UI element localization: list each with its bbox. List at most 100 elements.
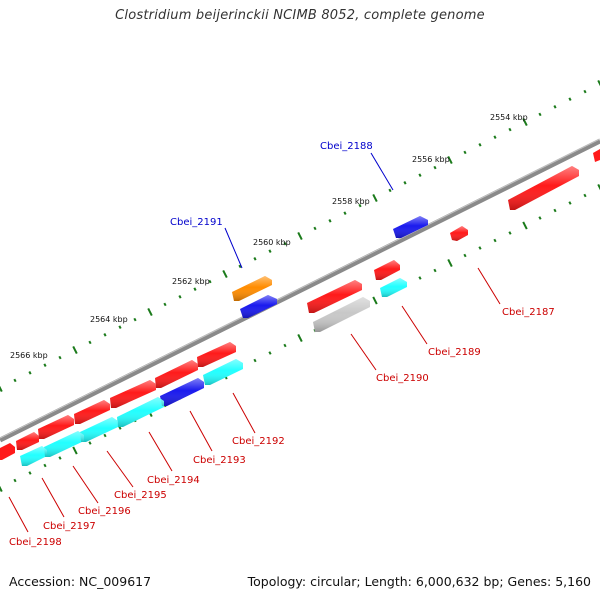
inner-tick [447,258,453,268]
outer-tick [493,135,497,139]
outer-tick [447,155,453,165]
inner-tick [508,231,512,235]
outer-tick [88,340,92,345]
outer-tick [238,264,242,269]
cds-cbei-2187[interactable] [508,166,579,210]
inner-tick [28,471,32,475]
inner-tick [0,485,3,493]
inner-tick [418,276,422,280]
outer-tick [372,193,378,203]
leader-cbei-2195 [106,450,134,488]
gene-label-cbei-2194[interactable]: Cbei_2194 [147,475,200,486]
outer-tick [597,79,600,87]
outer-tick [193,287,197,291]
kbp-label-2554: 2554 kbp [490,113,528,122]
leader-cbei-2190 [350,333,377,371]
inner-tick [463,253,467,258]
outer-tick [133,317,137,322]
gene-label-cbei-2191[interactable]: Cbei_2191 [170,217,223,228]
inner-tick [283,343,287,348]
inner-tick [433,268,437,273]
gene-label-cbei-2190[interactable]: Cbei_2190 [376,373,429,384]
outer-tick [297,231,303,241]
kbp-label-2556: 2556 kbp [412,155,450,164]
inner-tick [538,216,542,220]
inner-tick [253,358,257,363]
outer-tick [553,105,557,109]
inner-tick [597,183,600,191]
outer-tick [478,143,482,147]
outer-tick [178,295,182,299]
outer-tick [118,325,122,329]
cds-cbei-2189[interactable] [380,278,407,297]
inner-tick [372,296,378,305]
gene-label-cbei-2192[interactable]: Cbei_2192 [232,436,285,447]
inner-tick [13,478,17,483]
inner-tick [103,433,107,438]
gene-label-cbei-2197[interactable]: Cbei_2197 [43,521,96,532]
inner-tick [118,426,122,430]
outer-tick [508,127,512,132]
outer-tick [222,269,228,279]
leader-cbei-2189 [401,305,428,345]
inner-tick [268,351,272,355]
kbp-label-2562: 2562 kbp [172,277,210,286]
inner-tick [522,221,528,230]
gene-label-cbei-2188[interactable]: Cbei_2188 [320,141,373,152]
cds-cbei-2191[interactable] [240,295,277,318]
genome-summary: Topology: circular; Length: 6,000,632 bp… [247,574,591,589]
outer-tick [418,173,422,177]
outer-tick [358,203,362,208]
gene-label-cbei-2195[interactable]: Cbei_2195 [114,490,167,501]
outer-tick [463,150,467,155]
outer-tick [538,112,542,117]
gene-label-cbei-2187[interactable]: Cbei_2187 [502,307,555,318]
leader-cbei-2197 [41,477,65,518]
outer-tick [283,241,287,246]
outer-tick [313,226,317,231]
gene-label-cbei-2189[interactable]: Cbei_2189 [428,347,481,358]
inner-tick [88,441,92,445]
inner-tick [493,238,497,243]
outer-tick [433,165,437,170]
outer-tick [72,345,78,355]
inner-tick [553,208,557,213]
kbp-label-2560: 2560 kbp [253,238,291,247]
gene-label-cbei-2198[interactable]: Cbei_2198 [9,537,62,548]
outer-tick [147,307,153,317]
kbp-label-2558: 2558 kbp [332,197,370,206]
leader-cbei-2191 [224,227,243,269]
leader-cbei-2193 [189,410,213,452]
inner-tick [43,463,47,468]
outer-tick [328,219,332,223]
outer-tick [163,302,167,307]
outer-tick-ring [0,79,600,393]
outer-tick [568,97,572,101]
leader-cbei-2198 [8,496,29,533]
inner-tick [297,333,303,343]
kbp-label-2564: 2564 kbp [90,315,128,324]
cds-cyan-chain[interactable] [20,359,243,466]
cds-cbei-2190[interactable] [313,297,370,332]
map-title: Clostridium beijerinckii NCIMB 8052, com… [115,8,485,23]
leader-cbei-2194 [148,431,173,472]
gene-label-cbei-2196[interactable]: Cbei_2196 [78,506,131,517]
genome-backbone [0,138,600,443]
leader-cbei-2192 [232,392,256,434]
outer-tick [343,211,347,215]
outer-tick [583,89,587,94]
cds-small-red[interactable] [450,226,468,241]
kbp-label-2566: 2566 kbp [10,351,48,360]
outer-tick [58,355,62,360]
inner-tick [568,201,572,205]
cds-edge-right[interactable] [593,149,600,162]
gene-label-cbei-2193[interactable]: Cbei_2193 [193,455,246,466]
cds-cbei-2190-red[interactable] [307,280,362,313]
cds-cbei-2188[interactable] [393,216,428,238]
cds-cbei-2189-red[interactable] [374,260,400,280]
inner-tick [478,246,482,250]
cds-red-chain[interactable] [0,342,236,460]
cds-cbei-2191-orange[interactable] [232,276,272,301]
outer-tick [403,181,407,185]
